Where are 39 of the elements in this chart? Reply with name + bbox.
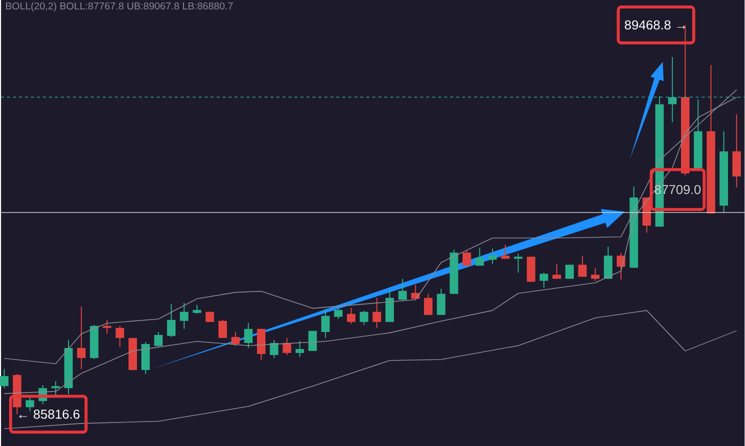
- candlestick: [102, 319, 112, 334]
- candlestick: [282, 337, 292, 356]
- candlestick: [475, 247, 484, 266]
- candlestick: [604, 246, 612, 280]
- candlestick: [180, 302, 188, 330]
- candlestick: [154, 331, 163, 348]
- candlestick: [244, 322, 253, 348]
- candlestick: [540, 272, 548, 288]
- candlestick: [668, 56, 677, 123]
- annotation: 89468.8 →: [624, 20, 686, 30]
- candlestick: [552, 263, 561, 280]
- candlestick: [488, 248, 497, 264]
- annotation: ← 85816.6: [19, 410, 80, 419]
- candlestick: [360, 310, 368, 326]
- candlestick: [321, 308, 330, 338]
- candlestick: [372, 297, 382, 328]
- candlestick: [436, 288, 446, 316]
- candlestick: [270, 339, 278, 358]
- candlestick: [514, 253, 522, 274]
- candlestick: [565, 264, 574, 280]
- candlestick: [116, 325, 124, 348]
- candlestick: [411, 284, 420, 300]
- candlestick: [346, 307, 356, 324]
- candlestick: [77, 306, 86, 370]
- candlestick: [0, 368, 8, 389]
- candlestick: [218, 319, 227, 338]
- candlestick: [51, 380, 60, 397]
- candlestick: [462, 250, 472, 266]
- candlestick: [26, 394, 34, 412]
- candlestick: [501, 244, 510, 260]
- chart-title: BOLL(20,2) BOLL:87767.8 UB:89067.8 LB:86880.7: [6, 2, 233, 12]
- candlestick: [334, 307, 343, 320]
- candlestick: [231, 331, 240, 346]
- candlestick: [167, 303, 176, 338]
- candlestick: [424, 293, 432, 316]
- candlestick: [398, 278, 407, 302]
- candlestick: [591, 267, 600, 282]
- candlestick: [578, 255, 587, 278]
- candlestick: [296, 340, 304, 358]
